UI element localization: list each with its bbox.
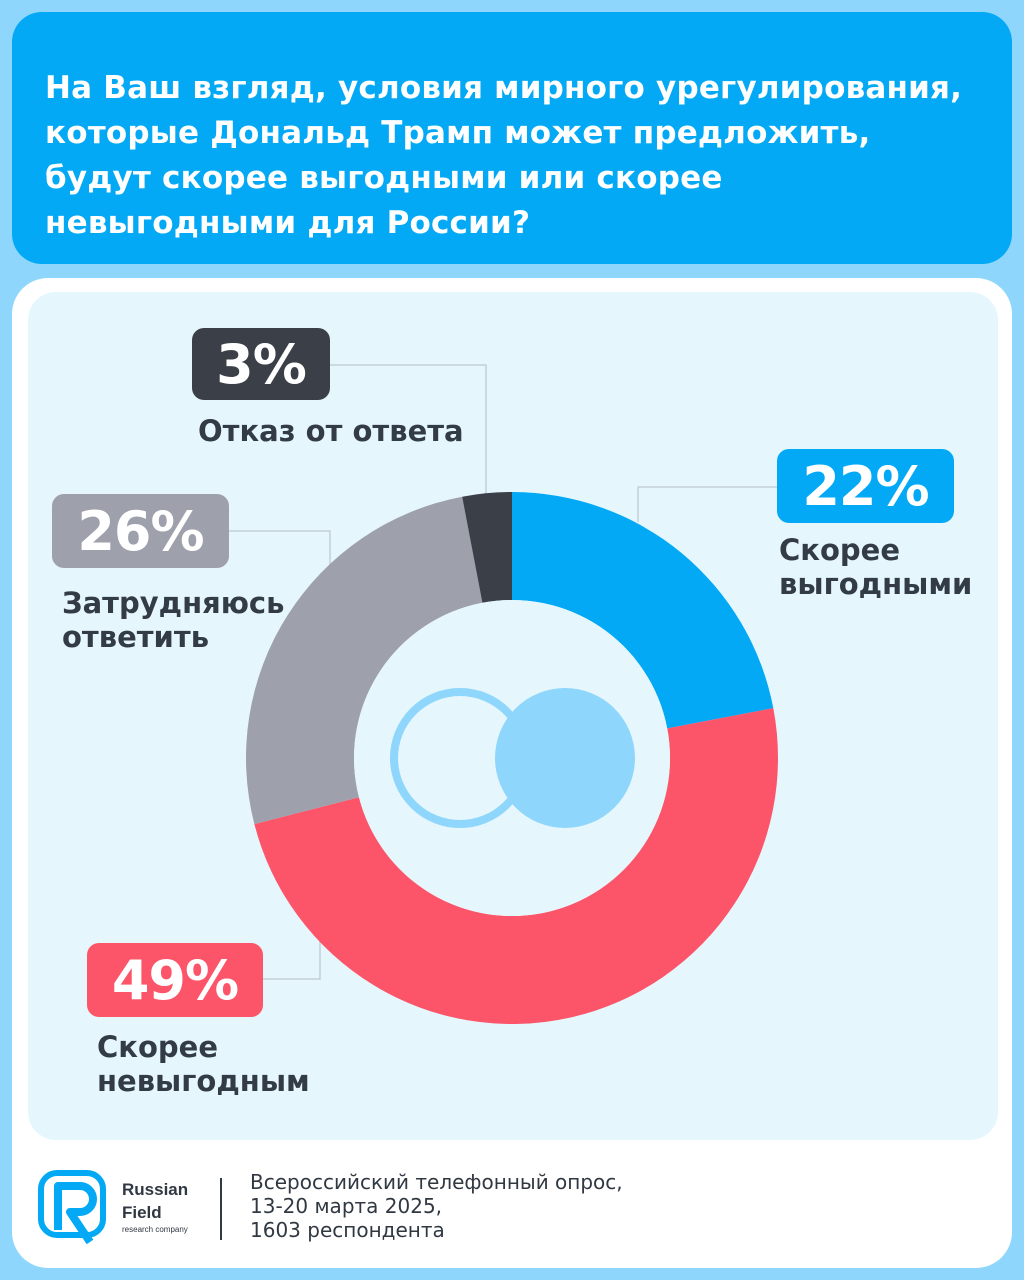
slice-category-label: Скорее невыгодным [97, 1030, 310, 1098]
slice-category-label: Скорее выгодными [779, 533, 973, 601]
footer-divider [220, 1178, 222, 1240]
leader-line [330, 364, 487, 494]
brand-name: Russian Field research company [122, 1180, 189, 1234]
donut-slice [512, 492, 774, 729]
leader-line [229, 530, 331, 568]
survey-source: Всероссийский телефонный опрос, 13-20 ма… [250, 1170, 623, 1242]
leader-line [637, 486, 778, 522]
donut-slice [254, 708, 779, 1025]
leader-line [263, 940, 321, 980]
donut-slice [245, 496, 483, 825]
slice-value-label: 26% [52, 494, 229, 568]
slice-value-label: 49% [87, 943, 263, 1017]
slice-category-label: Затрудняюсь ответить [62, 586, 285, 654]
donut-slices [245, 492, 779, 1025]
question-header: На Ваш взгляд, условия мирного урегулиро… [12, 12, 1012, 264]
russian-field-logo-icon [38, 1170, 106, 1244]
slice-value-label: 22% [777, 449, 954, 523]
leader-lines [229, 364, 778, 980]
donut-slice [462, 492, 512, 603]
slice-value-label: 3% [192, 328, 330, 400]
slice-category-label: Отказ от ответа [198, 414, 464, 448]
center-logo-icon [390, 688, 635, 828]
question-title: На Ваш взгляд, условия мирного урегулиро… [45, 70, 963, 241]
